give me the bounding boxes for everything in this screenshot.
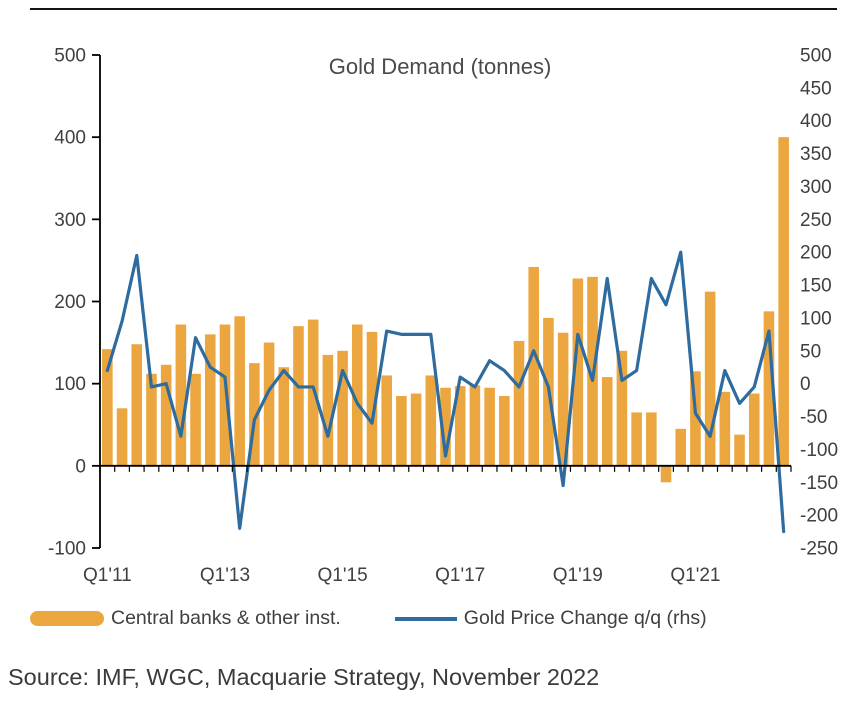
x-axis-label: Q1'17 bbox=[435, 565, 485, 586]
bar bbox=[734, 434, 745, 466]
bar bbox=[513, 340, 525, 466]
right-axis-label: 500 bbox=[800, 46, 832, 67]
legend-label-gold-price: Gold Price Change q/q (rhs) bbox=[463, 607, 707, 629]
legend-item-central-banks: Central banks & other inst. bbox=[30, 607, 341, 630]
x-axis-label: Q1'13 bbox=[200, 565, 250, 586]
top-divider bbox=[30, 8, 837, 10]
bar bbox=[204, 334, 216, 466]
bar bbox=[704, 291, 716, 466]
bar bbox=[190, 373, 201, 466]
right-axis-label: 300 bbox=[800, 177, 832, 198]
bar bbox=[146, 373, 157, 466]
line-series bbox=[105, 250, 786, 534]
gold-demand-chart: 5004003002001000-10050045040035030025020… bbox=[48, 46, 838, 587]
legend: Central banks & other inst. Gold Price C… bbox=[0, 607, 864, 630]
left-axis-label: 400 bbox=[54, 128, 86, 149]
x-axis-label: Q1'19 bbox=[553, 565, 603, 586]
chart-title: Gold Demand (tonnes) bbox=[329, 54, 552, 79]
x-axis-label: Q1'11 bbox=[83, 565, 132, 586]
bar bbox=[660, 465, 672, 483]
bar bbox=[719, 391, 731, 466]
right-axis-label: 150 bbox=[800, 276, 832, 297]
right-axis-label: -50 bbox=[800, 407, 827, 428]
gold-price-line bbox=[105, 250, 786, 534]
bar bbox=[557, 332, 569, 466]
bar bbox=[131, 344, 143, 466]
right-axis-label: 100 bbox=[800, 308, 832, 329]
bar bbox=[499, 395, 510, 466]
bar bbox=[528, 266, 540, 466]
right-axis-label: -250 bbox=[800, 539, 838, 560]
left-axis-label: -100 bbox=[48, 539, 86, 560]
bar bbox=[102, 349, 113, 466]
axes: 5004003002001000-10050045040035030025020… bbox=[48, 46, 838, 587]
bar bbox=[675, 428, 687, 466]
bar bbox=[381, 375, 392, 466]
left-axis-label: 0 bbox=[75, 456, 86, 477]
right-axis-label: -200 bbox=[800, 506, 838, 527]
legend-label-central-banks: Central banks & other inst. bbox=[111, 607, 341, 629]
bar bbox=[307, 319, 319, 466]
bar-swatch-icon bbox=[30, 611, 104, 626]
right-axis-label: 350 bbox=[800, 144, 832, 165]
bar bbox=[116, 408, 128, 466]
bar bbox=[763, 311, 775, 466]
bar bbox=[778, 137, 789, 466]
bar bbox=[572, 278, 584, 466]
left-axis-label: 500 bbox=[54, 46, 86, 67]
bar bbox=[454, 386, 466, 466]
bar bbox=[366, 331, 378, 466]
left-axis-label: 200 bbox=[54, 292, 86, 313]
bar bbox=[469, 385, 481, 466]
legend-item-gold-price: Gold Price Change q/q (rhs) bbox=[394, 607, 707, 630]
x-axis-label: Q1'15 bbox=[318, 565, 368, 586]
bar bbox=[425, 375, 437, 466]
line-swatch-icon bbox=[394, 616, 457, 621]
bar bbox=[631, 412, 642, 466]
right-axis-label: 450 bbox=[800, 78, 832, 99]
bar bbox=[646, 412, 657, 466]
bar bbox=[234, 316, 245, 466]
bar bbox=[410, 393, 422, 466]
bar bbox=[396, 395, 407, 466]
bar bbox=[278, 367, 290, 466]
bar bbox=[440, 387, 451, 466]
bar-series bbox=[102, 137, 789, 483]
bar bbox=[484, 387, 495, 466]
bar bbox=[616, 350, 628, 466]
right-axis-label: 400 bbox=[800, 111, 832, 132]
bar bbox=[263, 342, 275, 466]
bar bbox=[601, 377, 613, 466]
bar bbox=[337, 350, 348, 466]
source-note: Source: IMF, WGC, Macquarie Strategy, No… bbox=[8, 664, 600, 690]
right-axis-label: 0 bbox=[800, 374, 811, 395]
bar bbox=[351, 324, 363, 466]
bar bbox=[249, 363, 260, 466]
right-axis-label: -150 bbox=[800, 473, 838, 494]
left-axis-label: 300 bbox=[54, 210, 86, 231]
bar bbox=[160, 364, 172, 466]
bar bbox=[690, 371, 701, 466]
bar bbox=[175, 324, 187, 466]
bar bbox=[293, 326, 304, 466]
x-axis-label: Q1'21 bbox=[670, 565, 720, 586]
right-axis-label: 250 bbox=[800, 210, 832, 231]
bar bbox=[322, 354, 334, 466]
bar bbox=[219, 324, 231, 466]
right-axis-label: -100 bbox=[800, 440, 838, 461]
left-axis-label: 100 bbox=[54, 374, 86, 395]
right-axis-label: 200 bbox=[800, 243, 832, 264]
right-axis-label: 50 bbox=[800, 341, 821, 362]
bar bbox=[748, 393, 760, 466]
